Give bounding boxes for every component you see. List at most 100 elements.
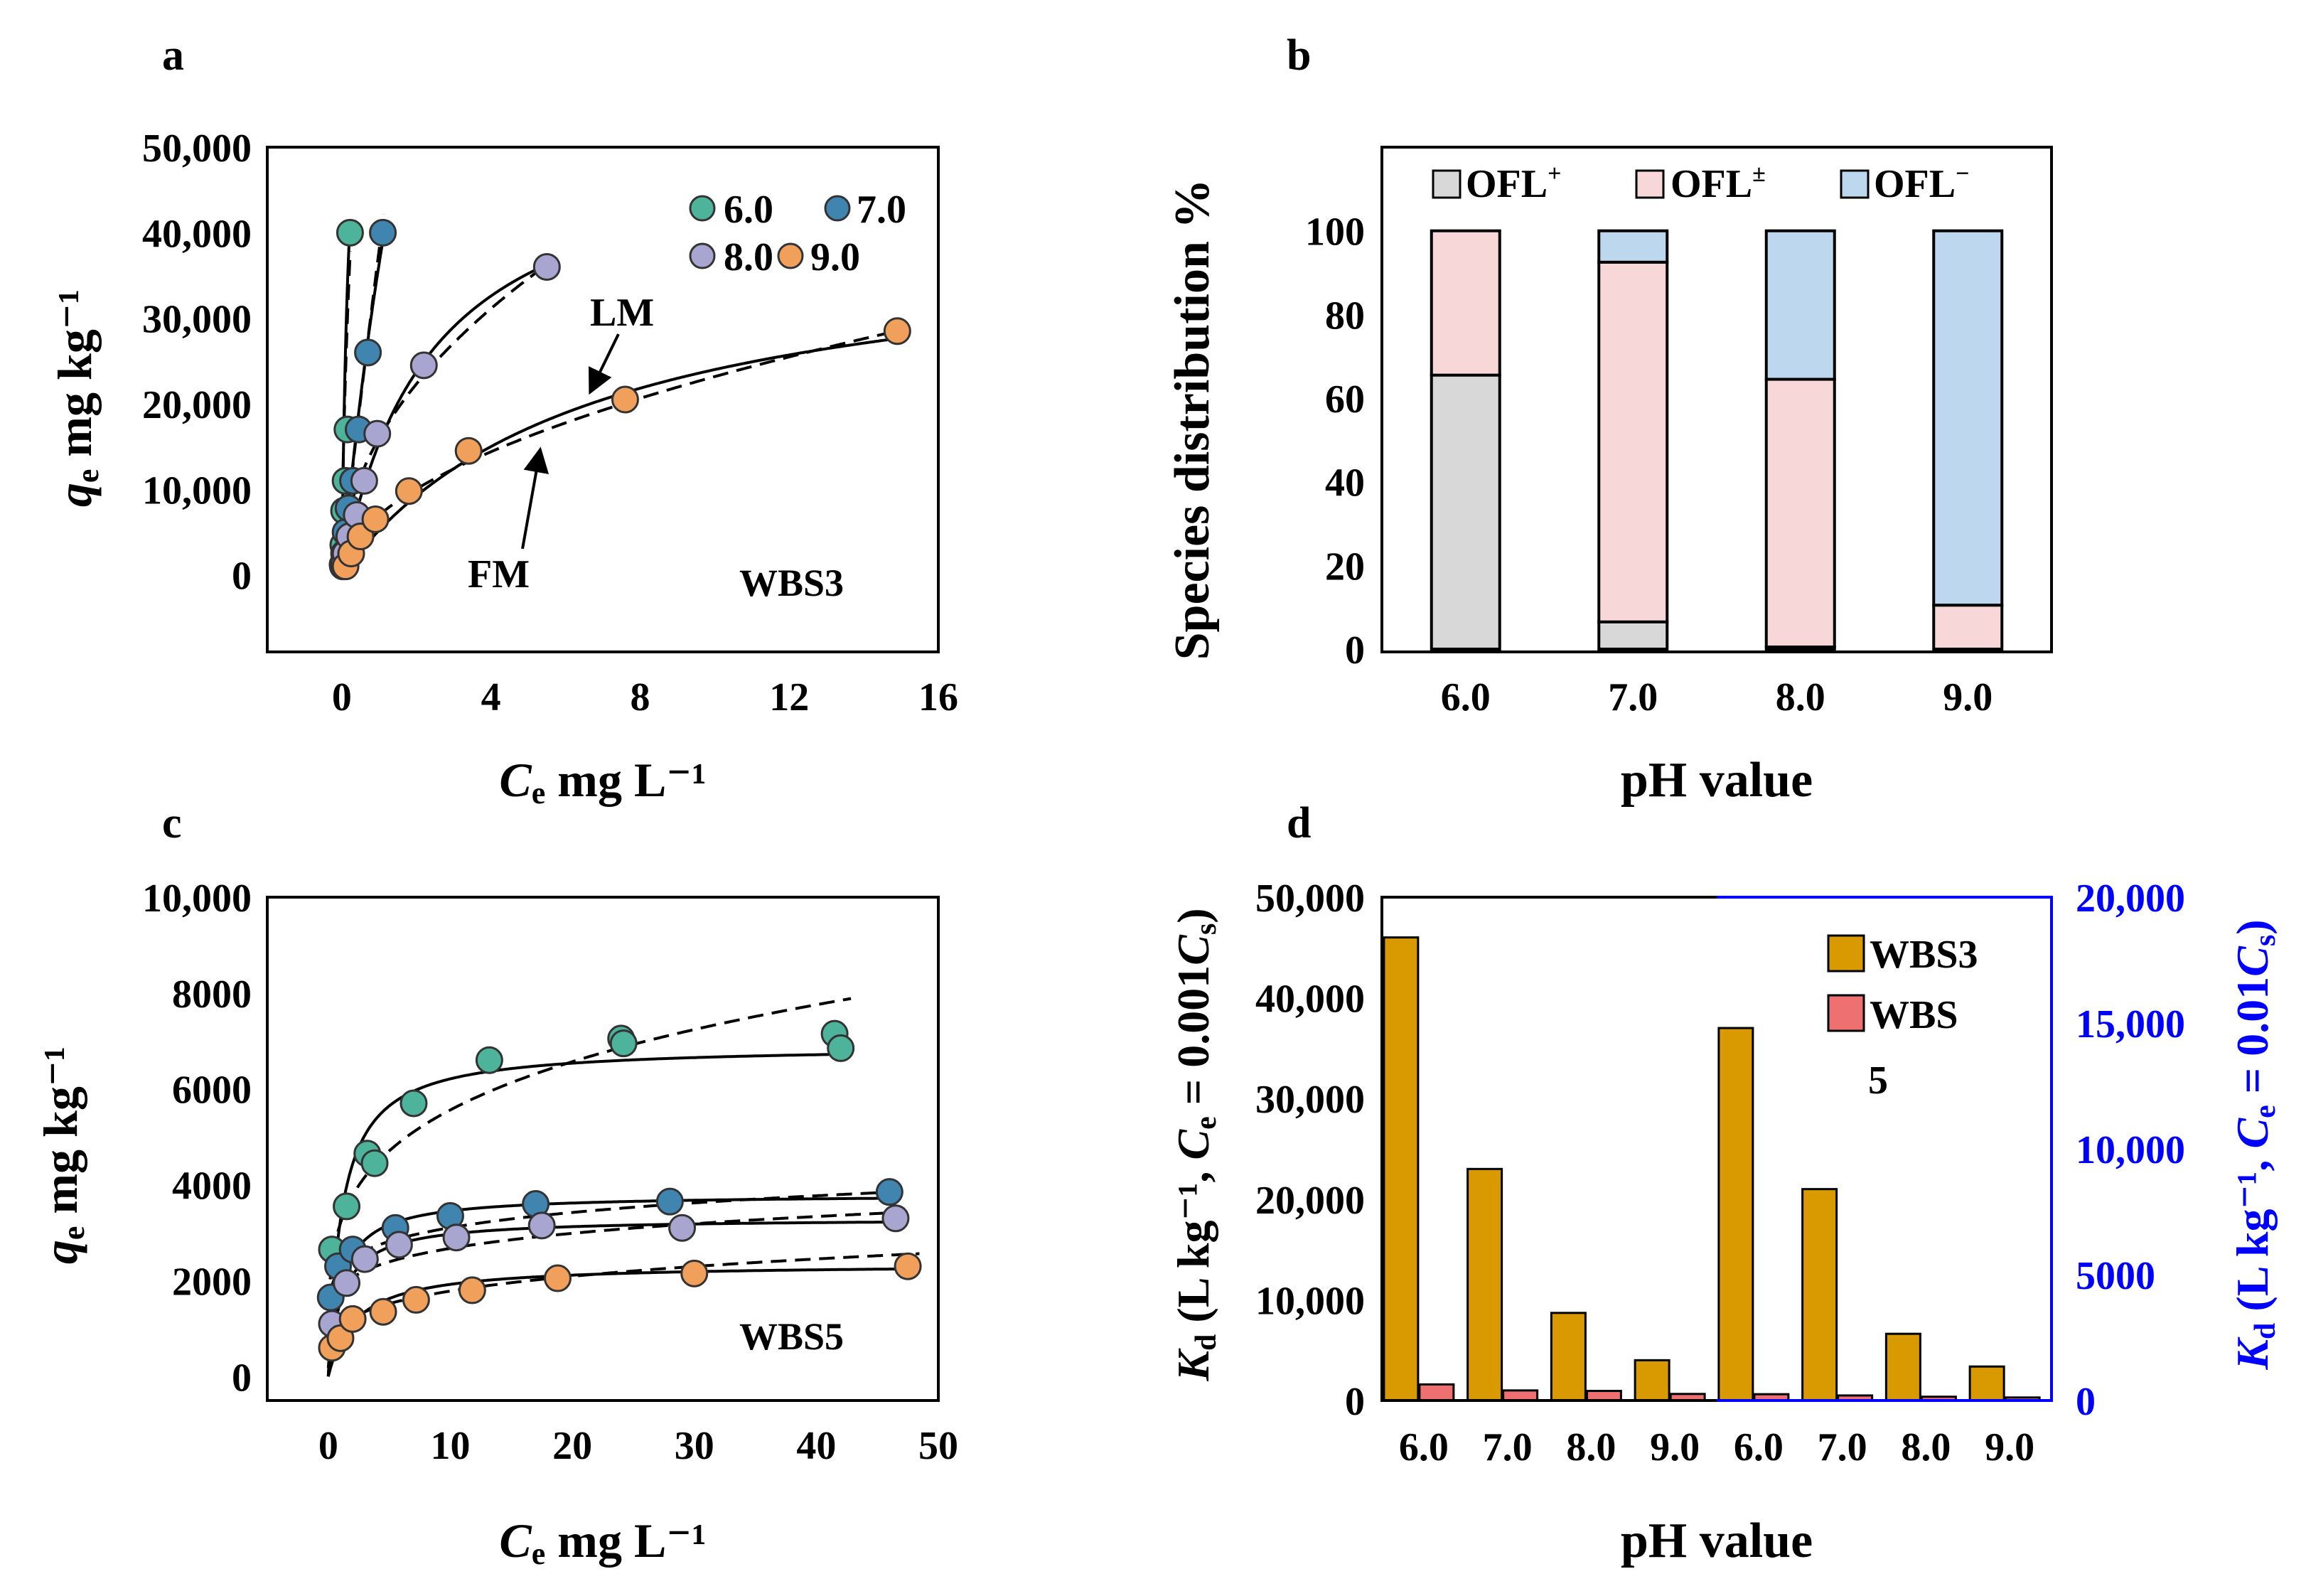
right-y-tick-label: 0 xyxy=(2076,1380,2096,1424)
data-point-8.0 xyxy=(350,1245,379,1273)
data-point-9.0 xyxy=(611,385,639,414)
right-y-tick-label: 10,000 xyxy=(2076,1128,2185,1172)
right-y-tick-label: 20,000 xyxy=(2076,877,2185,921)
y-tick-label: 30,000 xyxy=(142,298,252,342)
panel-c: c 0 2000 4000 6000 8000 10,000 0 10 20 30 40 50 qe… xyxy=(33,799,958,1571)
x-tick-label: 6.0 xyxy=(1441,675,1491,719)
panel-c-sample-label: WBS5 xyxy=(739,1315,844,1358)
y-tick-label: 60 xyxy=(1325,377,1365,422)
data-point-6.0 xyxy=(399,1089,428,1118)
left-y-tick-label: 20,000 xyxy=(1255,1179,1365,1223)
legend-label-7.0: 7.0 xyxy=(857,188,906,232)
bar-OFL±-pH7.0 xyxy=(1597,260,1669,623)
y-tick-label: 40 xyxy=(1325,461,1365,505)
data-point-9.0 xyxy=(338,1305,367,1333)
data-point-8.0 xyxy=(668,1214,697,1242)
bar-WBS5-pH6.0 xyxy=(1418,1383,1455,1402)
legend-label-9.0: 9.0 xyxy=(810,235,860,279)
x-tick-label: 7.0 xyxy=(1608,675,1658,719)
y-tick-label: 0 xyxy=(232,1356,252,1400)
legend-label-6.0: 6.0 xyxy=(724,188,773,232)
legend-label-8.0: 8.0 xyxy=(724,235,773,279)
panel-b-x-tick-labels: 6.0 7.0 8.0 9.0 xyxy=(1441,675,1993,719)
panel-c-y-axis-label: qe mg kg⁻¹ xyxy=(33,1046,91,1264)
bar-WBS3-pH6.0 xyxy=(1383,936,1420,1402)
bar-WBS3-pH7.0 xyxy=(1801,1188,1838,1402)
panel-a-legend: 6.0 7.0 8.0 9.0 xyxy=(689,188,906,279)
y-tick-label: 50,000 xyxy=(142,127,252,171)
data-point-8.0 xyxy=(333,1269,361,1297)
bar-OFL±-pH6.0 xyxy=(1430,229,1501,377)
bar-WBS3-pH8.0 xyxy=(1884,1332,1921,1402)
x-tick-label: 40 xyxy=(796,1424,836,1468)
data-point-9.0 xyxy=(680,1259,709,1287)
data-point-6.0 xyxy=(333,1192,361,1221)
legend-label-cation: OFL+ xyxy=(1466,161,1562,206)
bar-OFL−-pH9.0 xyxy=(1932,229,2004,607)
x-tick-label: 10 xyxy=(430,1424,470,1468)
left-y-tick-label: 0 xyxy=(1345,1380,1365,1424)
y-tick-label: 0 xyxy=(232,555,252,599)
bar-OFL±-pH8.0 xyxy=(1764,377,1836,649)
x-tick-label: 7.0 xyxy=(1483,1425,1533,1469)
x-tick-label: 9.0 xyxy=(1985,1425,2034,1469)
data-point-6.0 xyxy=(336,218,364,247)
bar-OFL−-pH7.0 xyxy=(1597,229,1669,264)
bar-WBS5-pH7.0 xyxy=(1502,1389,1539,1402)
data-point-9.0 xyxy=(395,477,423,505)
annotation-lm-arrow xyxy=(589,333,620,395)
panel-d-right-axis-label: Kd (L kg⁻¹, Ce = 0.01Cs) xyxy=(2227,919,2282,1370)
annotation-lm: LM xyxy=(590,291,654,335)
freundlich-fit-8.0 xyxy=(326,1211,907,1351)
data-point-7.0 xyxy=(875,1178,903,1206)
legend-marker-8.0 xyxy=(689,242,716,269)
x-tick-label: 7.0 xyxy=(1818,1425,1867,1469)
langmuir-fit-7.0 xyxy=(326,1196,901,1377)
panel-c-y-tick-labels: 0 2000 4000 6000 8000 10,000 xyxy=(142,877,252,1400)
data-point-8.0 xyxy=(881,1204,910,1233)
legend-label-wbs3: WBS3 xyxy=(1870,933,1978,977)
panel-a-y-axis-label: qe mg kg⁻¹ xyxy=(48,289,105,507)
bar-WBS5-pH8.0 xyxy=(1585,1390,1622,1402)
legend-swatch-wbs3 xyxy=(1827,934,1865,973)
legend-swatch-wbs5 xyxy=(1827,994,1865,1032)
data-point-9.0 xyxy=(361,505,390,533)
freundlich-fit-7.0 xyxy=(340,214,385,575)
panel-letter-b: b xyxy=(1287,31,1311,80)
bar-OFL±-pH9.0 xyxy=(1932,604,2004,650)
y-tick-label: 6000 xyxy=(172,1069,252,1113)
y-tick-label: 20,000 xyxy=(142,383,252,427)
x-tick-label: 30 xyxy=(675,1424,714,1468)
x-tick-label: 4 xyxy=(481,675,501,719)
y-tick-label: 100 xyxy=(1305,210,1365,255)
data-point-9.0 xyxy=(402,1285,430,1314)
y-tick-label: 0 xyxy=(1345,628,1365,673)
y-tick-label: 10,000 xyxy=(142,468,252,513)
x-tick-label: 6.0 xyxy=(1399,1425,1449,1469)
legend-marker-7.0 xyxy=(824,195,851,222)
data-point-9.0 xyxy=(454,437,483,465)
y-tick-label: 20 xyxy=(1325,545,1365,589)
x-tick-label: 20 xyxy=(552,1424,592,1468)
panel-a-x-axis-label: Ce mg L⁻¹ xyxy=(499,753,706,810)
panel-b-x-axis-label: pH value xyxy=(1621,753,1813,808)
panel-b-y-axis-label: Species distribution % xyxy=(1165,179,1220,660)
panel-b-frame xyxy=(1380,146,2053,653)
bar-OFL+-pH7.0 xyxy=(1597,620,1669,651)
langmuir-fit-9.0 xyxy=(326,1267,920,1377)
left-y-tick-label: 50,000 xyxy=(1255,877,1365,921)
freundlich-fit-6.0 xyxy=(326,997,852,1352)
data-point-6.0 xyxy=(609,1029,638,1058)
left-y-tick-label: 30,000 xyxy=(1255,1078,1365,1122)
x-tick-label: 0 xyxy=(332,675,352,719)
langmuir-fit-8.0 xyxy=(326,1220,907,1377)
panel-c-plot-area xyxy=(316,997,922,1377)
panel-letter-d: d xyxy=(1287,799,1311,847)
data-point-9.0 xyxy=(894,1252,922,1280)
x-tick-label: 8 xyxy=(630,675,650,719)
panel-d-left-axis-label: Kd (L kg⁻¹, Ce = 0.001Cs) xyxy=(1168,908,1223,1381)
data-point-9.0 xyxy=(883,317,911,346)
langmuir-fit-8.0 xyxy=(340,261,552,576)
bar-WBS3-pH6.0 xyxy=(1717,1027,1754,1402)
